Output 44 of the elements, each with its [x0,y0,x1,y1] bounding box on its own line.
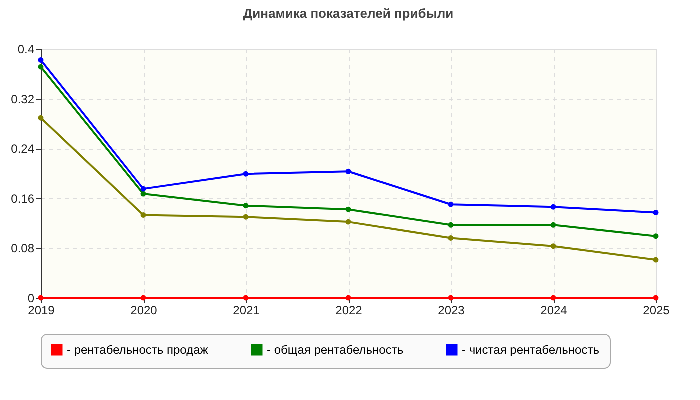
point [38,57,44,63]
point [448,295,454,301]
legend-label: - чистая рентабельность [462,343,600,357]
x-tick-label: 2021 [233,304,260,318]
x-tick-label: 2019 [28,304,56,318]
point [346,168,352,174]
point [346,219,352,225]
point [243,214,249,220]
x-tick-label: 2020 [130,304,158,318]
legend-label: - рентабельность продаж [67,343,208,357]
x-tick-label: 2025 [643,304,670,318]
x-tick-label: 2023 [438,304,466,318]
point [243,171,249,177]
point [448,222,454,228]
chart-title: Динамика показателей прибыли [243,6,454,21]
point [448,202,454,208]
x-tick-label: 2022 [336,304,363,318]
point [550,244,556,250]
point [38,64,44,70]
point [140,212,146,218]
point [653,295,659,301]
y-tick-label: 0 [28,292,35,306]
y-tick-label: 0.16 [11,192,35,206]
point [653,257,659,263]
point [38,115,44,121]
point [653,234,659,240]
y-tick-label: 0.32 [11,92,35,106]
point [550,295,556,301]
point [243,295,249,301]
point [653,210,659,216]
legend-label: - общая рентабельность [267,343,404,357]
y-tick-label: 0.08 [11,242,35,256]
point [346,295,352,301]
point [140,295,146,301]
point [550,222,556,228]
point [448,236,454,241]
y-tick-label: 0.24 [11,142,35,156]
point [550,204,556,210]
point [140,186,146,192]
point [346,206,352,212]
point [243,203,249,209]
point [140,191,146,197]
x-tick-label: 2024 [540,304,568,318]
y-tick-label: 0.4 [18,42,35,56]
